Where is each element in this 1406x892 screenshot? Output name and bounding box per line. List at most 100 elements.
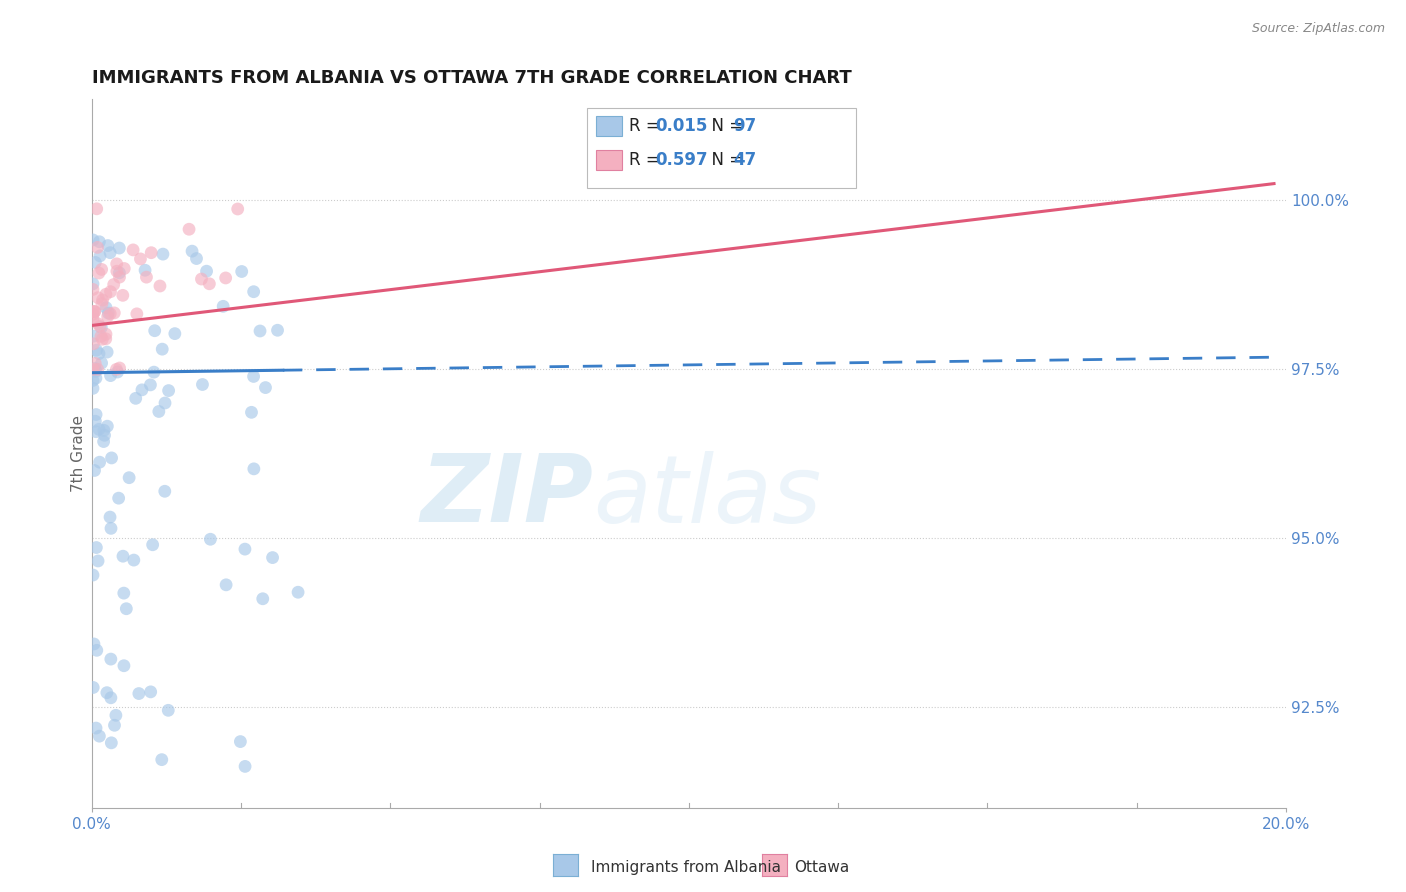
Point [87, 346, 110, 360]
Point [87, 266, 110, 280]
Point [142, 538, 165, 552]
Point [98, 510, 121, 524]
Point [86, 343, 108, 358]
Text: Immigrants from Albania: Immigrants from Albania [591, 860, 780, 874]
Point [93, 434, 115, 449]
Point [82, 681, 104, 695]
Point [135, 270, 157, 285]
Point [84, 721, 107, 735]
Point [134, 263, 156, 277]
Point [100, 690, 122, 705]
Point [82, 233, 104, 247]
Point [84, 255, 107, 269]
Point [112, 261, 135, 276]
Point [96, 686, 118, 700]
Text: 97: 97 [733, 117, 756, 135]
Point [93, 423, 115, 437]
Point [89, 729, 111, 743]
Point [181, 244, 204, 259]
Point [82, 568, 104, 582]
Point [163, 326, 186, 341]
Point [100, 450, 122, 465]
Point [153, 484, 176, 499]
Point [215, 578, 238, 592]
Point [96, 419, 118, 434]
Point [84, 361, 107, 376]
Point [87, 291, 110, 305]
Point [139, 377, 162, 392]
Point [84, 414, 107, 428]
Point [252, 591, 274, 606]
Point [108, 270, 131, 285]
Point [100, 652, 122, 666]
Point [100, 368, 122, 383]
Point [90, 320, 112, 334]
Point [200, 533, 222, 547]
Point [139, 685, 162, 699]
Point [191, 377, 214, 392]
Point [82, 312, 104, 326]
Point [91, 332, 114, 346]
Point [89, 249, 111, 263]
FancyBboxPatch shape [588, 109, 856, 188]
Point [82, 307, 104, 321]
Point [125, 307, 148, 321]
Point [229, 734, 252, 748]
Point [86, 202, 108, 216]
Point [226, 202, 249, 216]
Point [89, 319, 111, 334]
Point [115, 601, 138, 615]
Point [287, 585, 309, 599]
Point [242, 285, 264, 299]
Point [94, 332, 117, 346]
Point [84, 356, 107, 370]
Point [150, 753, 173, 767]
Point [87, 317, 110, 331]
Point [97, 238, 120, 252]
Point [82, 304, 104, 318]
Point [84, 425, 107, 439]
Point [83, 304, 105, 318]
Point [242, 369, 264, 384]
Point [97, 310, 120, 324]
Point [89, 235, 111, 249]
Point [90, 297, 112, 311]
FancyBboxPatch shape [596, 150, 621, 170]
Text: 0.597: 0.597 [655, 151, 709, 169]
Point [177, 222, 200, 236]
Point [86, 362, 108, 376]
Point [195, 264, 218, 278]
Point [86, 541, 108, 555]
Point [84, 408, 107, 422]
Point [82, 282, 104, 296]
Point [103, 306, 125, 320]
Point [103, 277, 125, 292]
Point [82, 373, 104, 387]
Point [249, 324, 271, 338]
Point [131, 383, 153, 397]
Point [118, 471, 141, 485]
Text: N =: N = [700, 151, 748, 169]
Point [82, 381, 104, 395]
Point [100, 285, 122, 299]
Point [153, 396, 176, 410]
Point [157, 384, 180, 398]
Point [143, 324, 166, 338]
Point [129, 252, 152, 266]
Point [122, 243, 145, 257]
Point [86, 643, 108, 657]
Point [149, 279, 172, 293]
Point [198, 277, 221, 291]
Point [83, 463, 105, 477]
Point [105, 257, 128, 271]
Point [94, 327, 117, 342]
Point [215, 271, 238, 285]
Point [243, 462, 266, 476]
Point [262, 550, 284, 565]
Point [112, 658, 135, 673]
Text: 0.015: 0.015 [655, 117, 707, 135]
Text: Ottawa: Ottawa [794, 860, 849, 874]
Point [112, 586, 135, 600]
Point [84, 364, 107, 378]
Point [94, 287, 117, 301]
